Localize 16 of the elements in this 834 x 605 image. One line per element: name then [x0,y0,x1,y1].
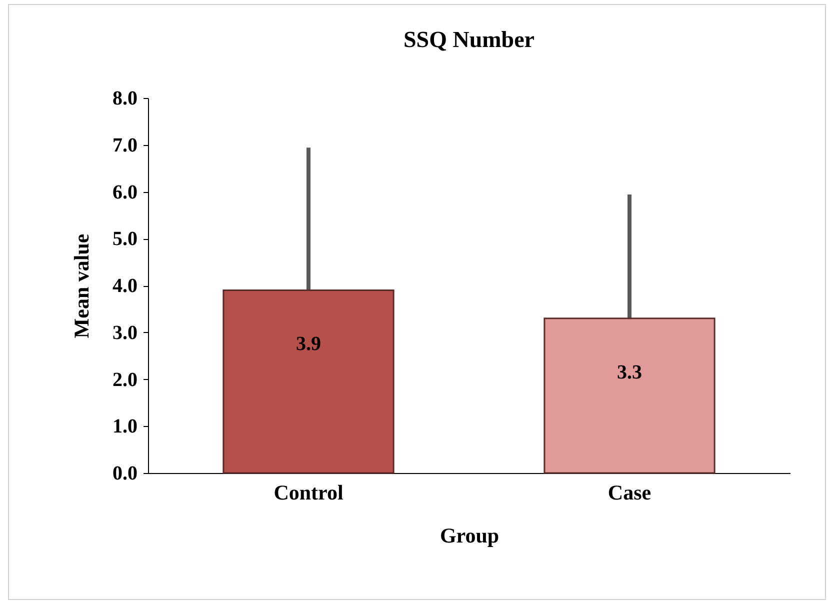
y-tick-label: 5.0 [112,228,138,250]
x-axis-title: Group [440,524,500,548]
data-label: 3.9 [296,333,321,356]
y-tick-label: 0.0 [112,462,138,484]
data-label: 3.3 [617,361,642,384]
y-tick-label: 6.0 [112,181,138,204]
y-tick-label: 1.0 [112,416,138,438]
y-tick-label: 2.0 [112,368,138,391]
y-tick-label: 4.0 [112,275,138,297]
x-tick-label: Case [608,480,652,504]
chart-title: SSQ Number [404,27,534,52]
y-tick-label: 8.0 [112,88,138,110]
y-axis-title: Mean value [70,234,94,338]
y-tick-label: 7.0 [112,134,138,156]
x-tick-label: Control [274,480,344,504]
y-tick-label: 3.0 [112,322,138,344]
